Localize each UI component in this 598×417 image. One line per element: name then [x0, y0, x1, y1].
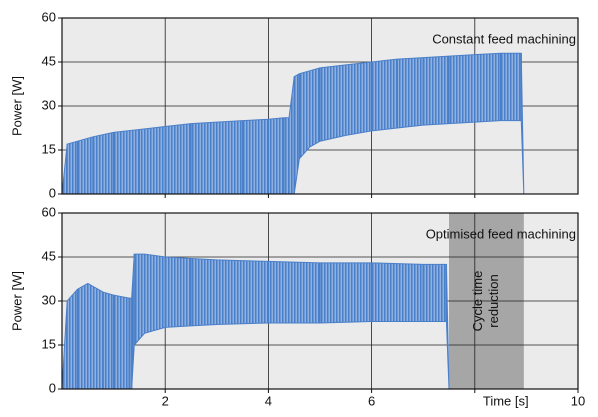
y-tick-label: 60: [42, 204, 56, 219]
y-tick-label: 60: [42, 9, 56, 24]
y-tick-label: 15: [42, 336, 56, 351]
y-axis-label: Power [W]: [9, 271, 24, 331]
x-tick-label: 4: [265, 393, 272, 408]
shade-label: Cycle time: [470, 271, 485, 332]
x-axis-label: Time [s]: [483, 393, 529, 408]
x-tick-label: 10: [571, 393, 585, 408]
y-tick-label: 45: [42, 53, 56, 68]
annotation: Constant feed machining: [432, 31, 576, 46]
y-axis-label: Power [W]: [9, 76, 24, 136]
y-tick-label: 0: [49, 380, 56, 395]
y-tick-label: 0: [49, 185, 56, 200]
y-tick-label: 30: [42, 97, 56, 112]
y-tick-label: 30: [42, 292, 56, 307]
y-tick-label: 15: [42, 141, 56, 156]
x-tick-label: 2: [162, 393, 169, 408]
subplot: 0 15 30 45 60 Power [W] Constant feed machinin…: [9, 9, 579, 200]
x-tick-label: 6: [368, 393, 375, 408]
shade-label: reduction: [486, 274, 501, 327]
y-tick-label: 45: [42, 248, 56, 263]
annotation: Optimised feed machining: [426, 226, 576, 241]
subplot: 0 15 30 45 60 2 4 6 10 Power [W] Time [s] Optimised…: [9, 204, 585, 408]
